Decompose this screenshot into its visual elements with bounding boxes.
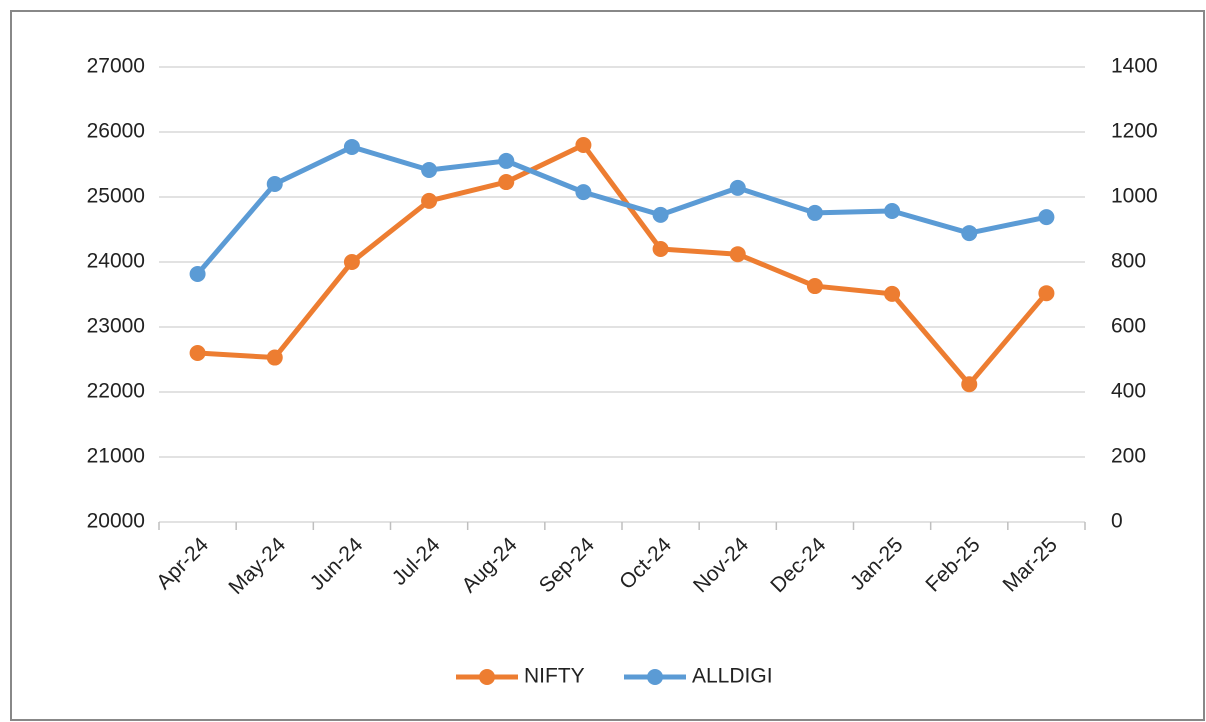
data-point xyxy=(729,179,746,196)
y-tick-label: 25000 xyxy=(87,185,145,208)
data-point xyxy=(266,176,283,192)
y2-tick-label: 400 xyxy=(1111,380,1146,403)
y2-tick-label: 1200 xyxy=(1111,120,1158,143)
data-point xyxy=(343,254,360,270)
y2-tick-label: 200 xyxy=(1111,445,1146,468)
y-tick-label: 23000 xyxy=(87,315,145,338)
y-tick-label: 20000 xyxy=(87,510,145,533)
y2-tick-label: 0 xyxy=(1111,510,1123,533)
data-point xyxy=(498,174,515,191)
data-point xyxy=(961,376,978,393)
series-line xyxy=(195,144,1047,276)
data-point xyxy=(961,225,978,242)
y2-tick-label: 800 xyxy=(1111,250,1146,273)
data-point xyxy=(343,138,360,155)
data-point xyxy=(575,184,592,201)
data-point xyxy=(1038,285,1055,302)
data-point xyxy=(266,349,283,366)
data-point xyxy=(498,152,515,169)
legend-marker xyxy=(479,669,495,685)
legend-label: ALLDIGI xyxy=(692,665,773,688)
y-tick-label: 26000 xyxy=(87,120,145,143)
data-point xyxy=(1038,209,1055,226)
data-point xyxy=(652,206,669,223)
y2-tick-label: 1400 xyxy=(1111,55,1158,78)
data-point xyxy=(652,241,669,257)
data-point xyxy=(189,266,206,283)
data-point xyxy=(729,246,746,263)
data-point xyxy=(884,285,901,302)
data-point xyxy=(421,192,438,209)
y-tick-label: 22000 xyxy=(87,380,145,403)
legend-label: NIFTY xyxy=(524,665,585,688)
y2-tick-label: 1000 xyxy=(1111,185,1158,208)
data-point xyxy=(806,278,823,295)
chart-border xyxy=(10,10,1205,721)
data-point xyxy=(189,345,206,361)
y-tick-label: 24000 xyxy=(87,250,145,273)
data-point xyxy=(421,162,438,179)
y2-tick-label: 600 xyxy=(1111,315,1146,338)
data-point xyxy=(884,202,901,219)
series-line xyxy=(197,142,1049,387)
y-tick-label: 27000 xyxy=(87,55,145,78)
data-point xyxy=(575,137,592,153)
y-tick-label: 21000 xyxy=(87,445,145,468)
legend-marker xyxy=(647,669,663,685)
data-point xyxy=(806,204,823,221)
